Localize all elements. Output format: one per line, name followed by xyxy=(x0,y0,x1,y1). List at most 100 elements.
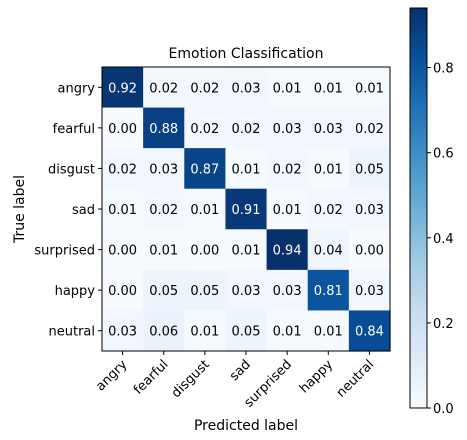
heatmap-cell xyxy=(102,269,144,312)
heatmap-cell xyxy=(348,310,391,352)
cell-value-label: 0.02 xyxy=(149,81,178,96)
cell-value-label: 0.02 xyxy=(190,81,219,96)
cell-value-label: 0.00 xyxy=(190,244,219,259)
cell-value-label: 0.04 xyxy=(314,244,343,259)
cell-value-label: 0.02 xyxy=(108,162,137,177)
y-axis-ticks: angry fearful disgust sad surprised happy neut… xyxy=(34,81,102,340)
colorbar-tick-label: 0.4 xyxy=(433,232,454,247)
cell-value-label: 0.02 xyxy=(273,162,302,177)
cell-value-label: 0.00 xyxy=(108,244,137,259)
heatmap-cell xyxy=(225,188,268,230)
heatmap-cell xyxy=(184,229,227,271)
cell-value-label: 0.05 xyxy=(190,284,219,299)
cell-value-label: 0.02 xyxy=(314,203,343,218)
colorbar-tick-label: 0.6 xyxy=(433,147,454,162)
heatmap-cell xyxy=(143,310,185,352)
heatmap-cell xyxy=(348,67,391,109)
cell-value-label: 0.91 xyxy=(232,203,261,218)
cell-value-label: 0.01 xyxy=(232,162,261,177)
y-tick-label: happy xyxy=(55,284,96,299)
cell-value-label: 0.01 xyxy=(232,244,261,259)
cell-value-label: 0.03 xyxy=(232,81,261,96)
cell-value-label: 0.03 xyxy=(314,122,343,137)
heatmap-cells: 0.92 0.02 0.02 0.03 0.01 0.01 0.01 0.00 0.88 0.02… xyxy=(102,67,391,352)
colorbar-tick-label: 0.0 xyxy=(433,402,454,417)
cell-value-label: 0.01 xyxy=(273,81,302,96)
cell-value-label: 0.81 xyxy=(314,284,343,299)
cell-value-label: 0.05 xyxy=(355,162,384,177)
heatmap-cell xyxy=(143,67,185,109)
cell-value-label: 0.92 xyxy=(108,81,137,96)
heatmap-cell xyxy=(225,107,268,149)
cell-value-label: 0.05 xyxy=(232,325,261,340)
heatmap-cell xyxy=(307,310,350,352)
heatmap-cell xyxy=(143,229,185,271)
cell-value-label: 0.01 xyxy=(149,244,178,259)
y-tick-label: sad xyxy=(72,203,95,218)
heatmap-cell xyxy=(143,188,185,230)
cell-value-label: 0.02 xyxy=(232,122,261,137)
y-tick-label: disgust xyxy=(48,162,95,177)
heatmap-cell xyxy=(143,107,185,149)
cell-value-label: 0.01 xyxy=(355,81,384,96)
heatmap-cell xyxy=(143,269,185,312)
heatmap-cell xyxy=(184,67,227,109)
heatmap-cell xyxy=(102,148,144,190)
cell-value-label: 0.87 xyxy=(190,162,219,177)
cell-value-label: 0.84 xyxy=(355,325,384,340)
cell-value-label: 0.03 xyxy=(273,122,302,137)
heatmap-cell xyxy=(266,310,309,352)
colorbar-ticks: 0.0 0.2 0.4 0.6 0.8 xyxy=(427,62,454,417)
heatmap-cell xyxy=(102,107,144,149)
heatmap-cell xyxy=(184,269,227,312)
heatmap-cell xyxy=(184,188,227,230)
cell-value-label: 0.02 xyxy=(149,203,178,218)
cell-value-label: 0.01 xyxy=(190,325,219,340)
heatmap-cell xyxy=(307,107,350,149)
heatmap-cell xyxy=(348,148,391,190)
cell-value-label: 0.03 xyxy=(273,284,302,299)
cell-value-label: 0.03 xyxy=(355,284,384,299)
heatmap-cell xyxy=(225,269,268,312)
y-axis-label: True label xyxy=(12,175,28,244)
heatmap-cell xyxy=(307,269,350,312)
cell-value-label: 0.03 xyxy=(355,203,384,218)
x-tick-label: fearful xyxy=(131,357,172,398)
x-axis-label: Predicted label xyxy=(194,418,298,434)
heatmap-cell xyxy=(184,148,227,190)
heatmap-cell xyxy=(307,67,350,109)
cell-value-label: 0.88 xyxy=(149,122,178,137)
x-tick-label: happy xyxy=(297,357,336,396)
heatmap-cell xyxy=(184,107,227,149)
chart-title: Emotion Classification xyxy=(169,46,324,62)
heatmap-cell xyxy=(225,310,268,352)
heatmap-cell xyxy=(348,107,391,149)
heatmap-cell xyxy=(266,269,309,312)
heatmap-cell xyxy=(307,148,350,190)
cell-value-label: 0.06 xyxy=(149,325,178,340)
cell-value-label: 0.01 xyxy=(108,203,137,218)
heatmap-cell xyxy=(266,67,309,109)
colorbar-tick-label: 0.8 xyxy=(433,62,454,77)
cell-value-label: 0.01 xyxy=(314,81,343,96)
y-tick-label: neutral xyxy=(49,325,96,340)
heatmap-cell xyxy=(225,67,268,109)
cell-value-label: 0.00 xyxy=(108,284,137,299)
cell-value-label: 0.94 xyxy=(273,244,302,259)
heatmap-cell xyxy=(307,188,350,230)
heatmap-cell xyxy=(102,67,144,109)
cell-value-label: 0.01 xyxy=(273,325,302,340)
x-tick-label: disgust xyxy=(169,357,213,401)
heatmap-cell xyxy=(266,107,309,149)
cell-value-label: 0.01 xyxy=(314,325,343,340)
cell-value-label: 0.01 xyxy=(190,203,219,218)
cell-value-label: 0.00 xyxy=(108,122,137,137)
cell-value-label: 0.02 xyxy=(190,122,219,137)
heatmap-cell xyxy=(225,229,268,271)
heatmap-cell xyxy=(143,148,185,190)
heatmap-cell xyxy=(348,269,391,312)
y-tick-label: surprised xyxy=(34,244,95,259)
cell-value-label: 0.01 xyxy=(314,162,343,177)
cell-value-label: 0.02 xyxy=(355,122,384,137)
